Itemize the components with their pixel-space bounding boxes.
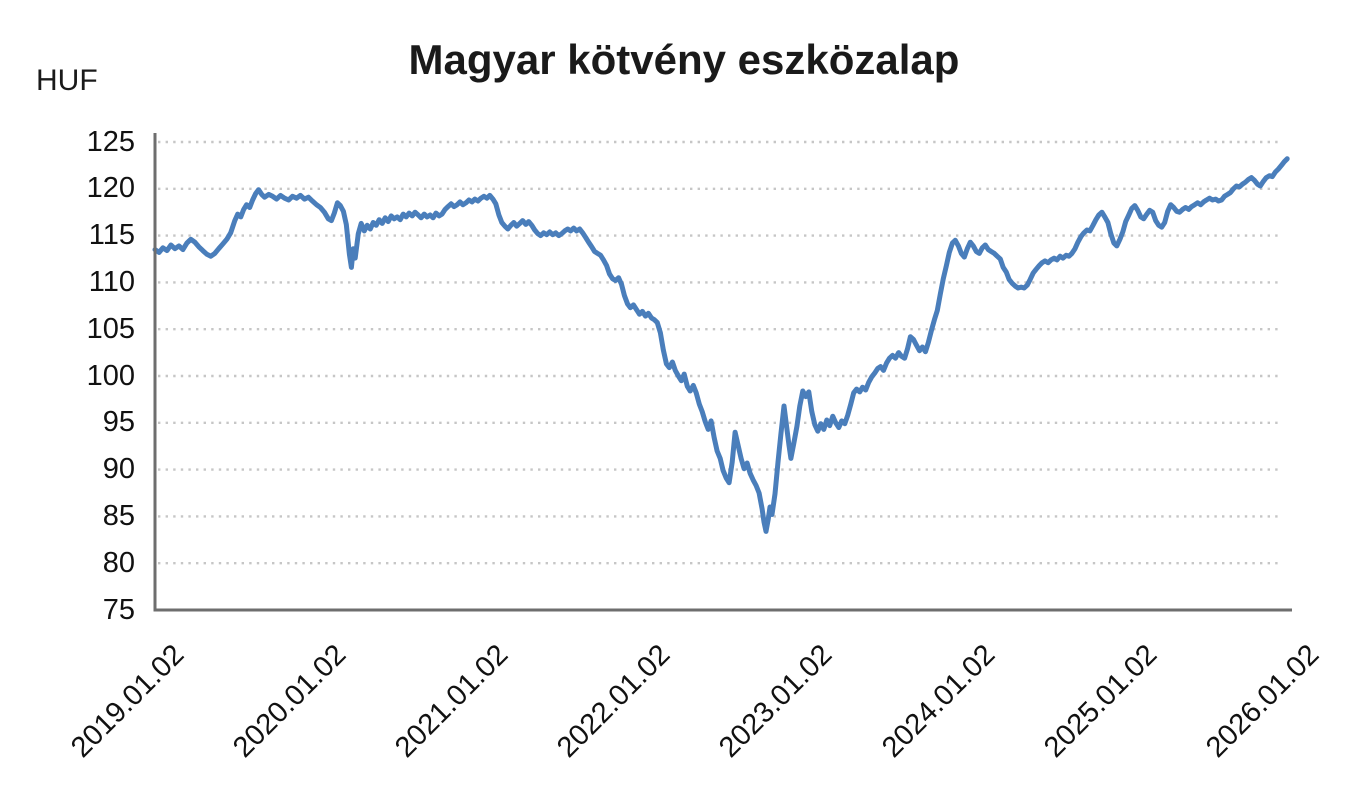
price-series-line — [152, 156, 1290, 534]
y-axis-unit-label: HUF — [36, 64, 98, 97]
y-tick-label-100: 100 — [86, 359, 135, 392]
y-tick-label-75: 75 — [102, 593, 135, 626]
y-tick-label-115: 115 — [88, 219, 135, 252]
y-tick-label-95: 95 — [102, 406, 135, 439]
y-tick-label-80: 80 — [102, 546, 135, 579]
y-tick-label-85: 85 — [102, 499, 135, 532]
y-tick-label-105: 105 — [86, 312, 135, 345]
y-tick-label-110: 110 — [88, 265, 135, 298]
chart-title: Magyar kötvény eszközalap — [408, 36, 960, 83]
horizontal-gridlines — [158, 140, 1281, 565]
y-tick-label-125: 125 — [86, 125, 135, 158]
y-tick-label-90: 90 — [102, 453, 135, 486]
y-tick-label-120: 120 — [86, 172, 135, 205]
